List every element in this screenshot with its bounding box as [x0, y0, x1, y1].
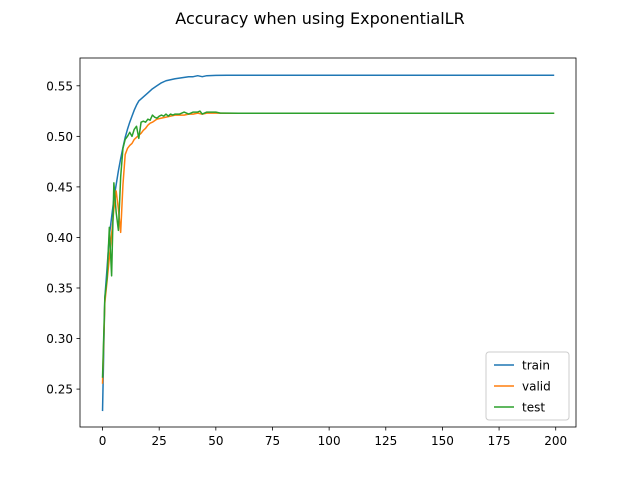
y-tick-label: 0.35: [46, 281, 73, 295]
legend-box: [485, 351, 570, 421]
y-tick-label: 0.40: [46, 231, 73, 245]
x-tick-label: 50: [208, 434, 223, 448]
x-tick-label: 200: [544, 434, 567, 448]
legend: train valid test: [485, 351, 570, 421]
series-line-train: [101, 74, 555, 412]
series-line-valid: [101, 112, 555, 384]
x-tick-label: 150: [431, 434, 454, 448]
x-tick-label: 75: [265, 434, 280, 448]
legend-label-valid: valid: [522, 380, 551, 394]
chart-title: Accuracy when using ExponentialLR: [175, 9, 464, 28]
legend-label-test: test: [522, 401, 545, 415]
y-tick-label: 0.55: [46, 79, 73, 93]
axes-frame: [79, 57, 577, 428]
y-tick-label: 0.30: [46, 332, 73, 346]
axis-ticks: 0 25 50 75 100 125 150 175 200 0.25 0.30 0.35 0.40 0.…: [46, 79, 567, 448]
y-tick-label: 0.25: [46, 383, 73, 397]
x-tick-label: 175: [488, 434, 511, 448]
x-tick-label: 125: [374, 434, 397, 448]
x-tick-label: 100: [318, 434, 341, 448]
legend-label-train: train: [522, 359, 550, 373]
series-line-test: [101, 110, 555, 378]
plot-area: [101, 74, 555, 412]
x-tick-label: 0: [99, 434, 107, 448]
x-tick-label: 25: [152, 434, 167, 448]
y-tick-label: 0.45: [46, 180, 73, 194]
y-tick-label: 0.50: [46, 130, 73, 144]
